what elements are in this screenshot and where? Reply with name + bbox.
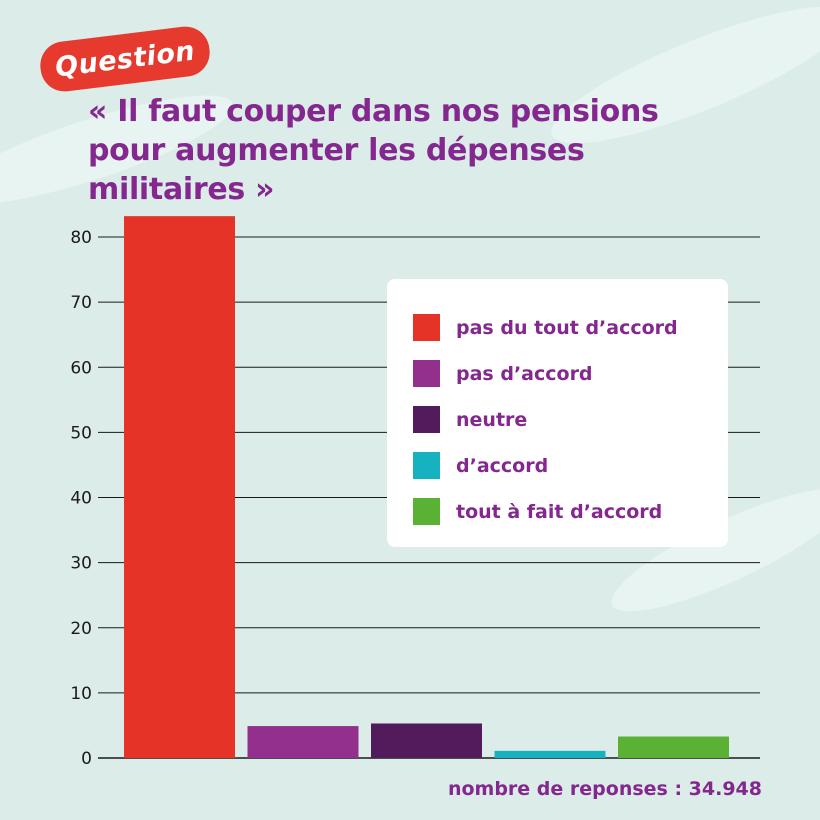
legend-swatch [413, 406, 440, 433]
chart-y-ticks: 0 10 20 30 40 50 60 70 80 [70, 228, 92, 769]
title-line: pour augmenter les dépenses [88, 133, 585, 168]
legend-label: pas d’accord [456, 362, 593, 385]
bar-2 [371, 723, 482, 758]
legend-item: pas du tout d’accord [413, 314, 678, 341]
legend-item: pas d’accord [413, 360, 593, 387]
legend-label: neutre [456, 408, 528, 431]
legend-item: neutre [413, 406, 527, 433]
bar-1 [247, 726, 359, 758]
legend-label: pas du tout d’accord [456, 316, 678, 339]
bar-4 [618, 736, 729, 758]
title-line: « Il faut couper dans nos pensions [88, 94, 659, 129]
legend-label: d’accord [456, 454, 549, 477]
y-tick-label: 60 [70, 358, 92, 378]
legend-label: tout à fait d’accord [456, 500, 663, 523]
legend-swatch [413, 360, 440, 387]
bar-3 [494, 750, 606, 758]
y-tick-label: 50 [70, 423, 92, 443]
title-line: militaires » [88, 172, 275, 207]
y-tick-label: 0 [81, 749, 92, 769]
legend-swatch [413, 452, 440, 479]
y-tick-label: 30 [70, 554, 92, 574]
chart-bars [124, 216, 729, 758]
chart-legend: pas du tout d’accord pas d’accord neutre… [387, 279, 728, 547]
legend-item: d’accord [413, 452, 548, 479]
y-tick-label: 70 [70, 293, 92, 313]
y-tick-label: 20 [70, 619, 92, 639]
y-tick-label: 80 [70, 228, 92, 248]
y-tick-label: 10 [70, 684, 92, 704]
page-title: « Il faut couper dans nos pensions pour … [88, 92, 788, 209]
response-count: nombre de reponses : 34.948 [447, 778, 762, 800]
y-tick-label: 40 [70, 489, 92, 509]
legend-swatch [413, 498, 440, 525]
bar-0 [124, 216, 235, 758]
legend-swatch [413, 314, 440, 341]
legend-item: tout à fait d’accord [413, 498, 662, 525]
